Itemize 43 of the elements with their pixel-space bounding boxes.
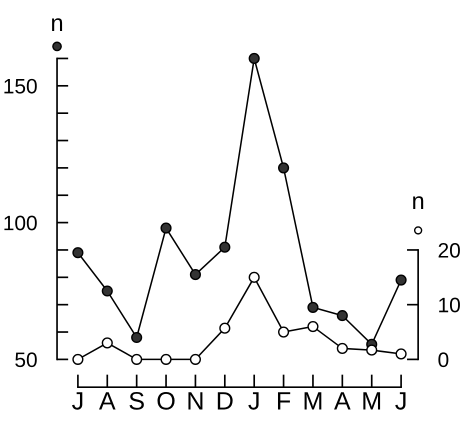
x-tick-label: J: [72, 392, 82, 410]
x-tick-label: O: [158, 392, 175, 410]
x-tick-label: A: [98, 392, 116, 410]
x-tick-label: F: [278, 392, 290, 410]
y2-tick-label: 10: [439, 298, 460, 312]
point: [131, 332, 142, 344]
y-tick-label: 150: [4, 78, 37, 94]
point: [307, 302, 319, 313]
point: [102, 285, 113, 297]
point: [278, 326, 290, 338]
point: [219, 242, 230, 253]
x-tick-label: M: [363, 392, 380, 410]
x-tick-label: N: [188, 392, 202, 410]
x-tick-label: M: [304, 392, 322, 410]
point: [190, 269, 201, 280]
point: [336, 342, 348, 354]
point: [248, 272, 260, 283]
x-tick-label: S: [129, 392, 144, 410]
point: [336, 310, 348, 322]
x-tick-label: D: [218, 392, 233, 410]
y-tick-label: 50: [15, 352, 37, 368]
y2-tick-label: 0: [438, 352, 448, 368]
point: [72, 354, 84, 365]
x-tick-label: J: [395, 392, 406, 410]
point: [160, 222, 172, 234]
x-tick-label: A: [334, 392, 351, 410]
y-tick-label: 100: [4, 216, 37, 230]
point: [72, 247, 84, 258]
point: [278, 162, 290, 174]
y-axis-title: n: [52, 18, 62, 31]
point: [248, 52, 260, 64]
point: [396, 274, 407, 286]
point: [307, 321, 319, 332]
x-tick-label: J: [248, 392, 259, 410]
point: [131, 354, 142, 365]
point: [160, 354, 172, 365]
point: [219, 322, 230, 334]
y2-axis-title: n: [413, 196, 424, 209]
y2-tick-label: 20: [438, 242, 460, 258]
point: [102, 337, 113, 349]
point: [366, 344, 378, 356]
point: [190, 354, 201, 365]
point: [396, 348, 407, 360]
